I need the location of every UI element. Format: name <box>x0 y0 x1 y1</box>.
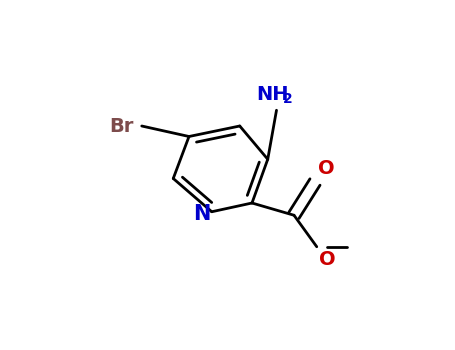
Text: O: O <box>318 159 334 178</box>
Text: O: O <box>318 250 335 269</box>
Text: NH: NH <box>257 85 289 104</box>
Text: Br: Br <box>110 117 134 135</box>
Text: 2: 2 <box>283 92 293 106</box>
Text: N: N <box>193 203 211 224</box>
